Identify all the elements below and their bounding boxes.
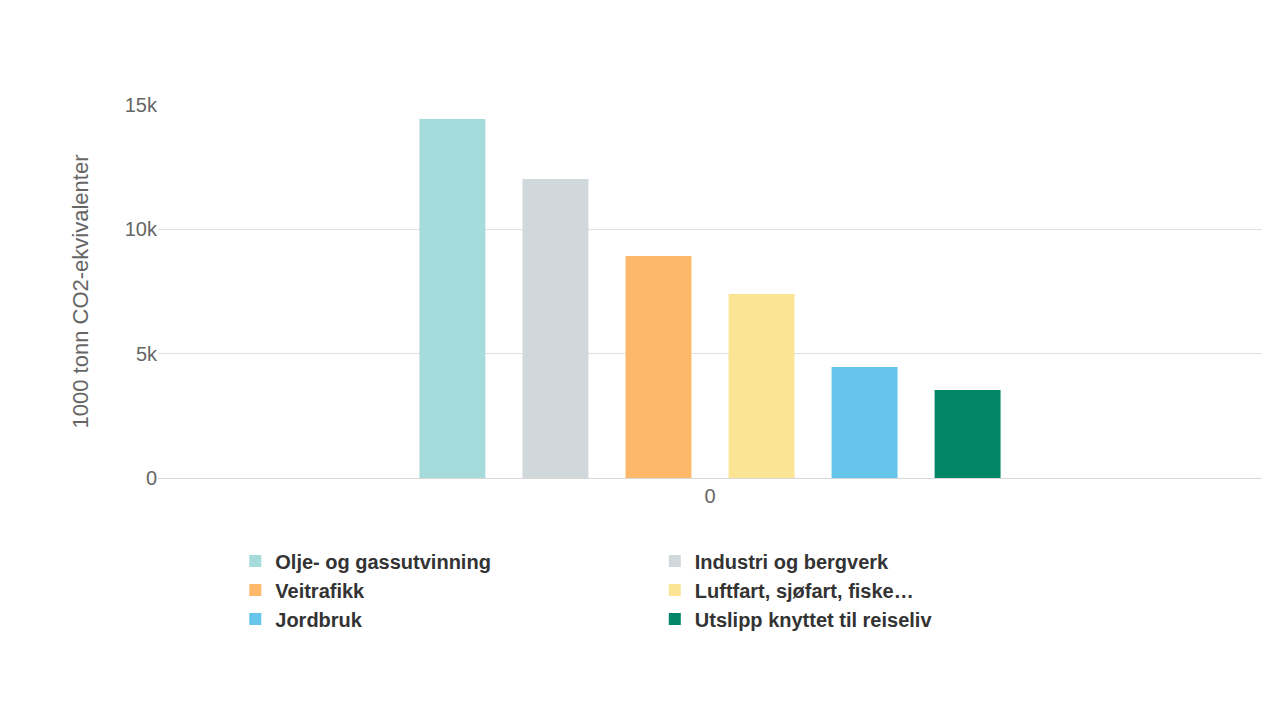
svg-text:Jordbruk: Jordbruk bbox=[275, 609, 363, 631]
svg-text:0: 0 bbox=[146, 467, 157, 489]
svg-text:0: 0 bbox=[704, 485, 715, 507]
svg-text:15k: 15k bbox=[125, 94, 158, 116]
svg-text:5k: 5k bbox=[136, 343, 158, 365]
svg-text:Olje- og gassutvinning: Olje- og gassutvinning bbox=[275, 551, 491, 573]
svg-text:1000 tonn CO2-ekvivalenter: 1000 tonn CO2-ekvivalenter bbox=[68, 155, 93, 429]
svg-text:Luftfart, sjøfart, fiske…: Luftfart, sjøfart, fiske… bbox=[695, 580, 914, 602]
svg-text:Utslipp knyttet til reiseliv: Utslipp knyttet til reiseliv bbox=[695, 609, 933, 631]
svg-text:Industri og bergverk: Industri og bergverk bbox=[695, 551, 889, 573]
svg-text:10k: 10k bbox=[125, 218, 158, 240]
svg-text:Veitrafikk: Veitrafikk bbox=[275, 580, 365, 602]
